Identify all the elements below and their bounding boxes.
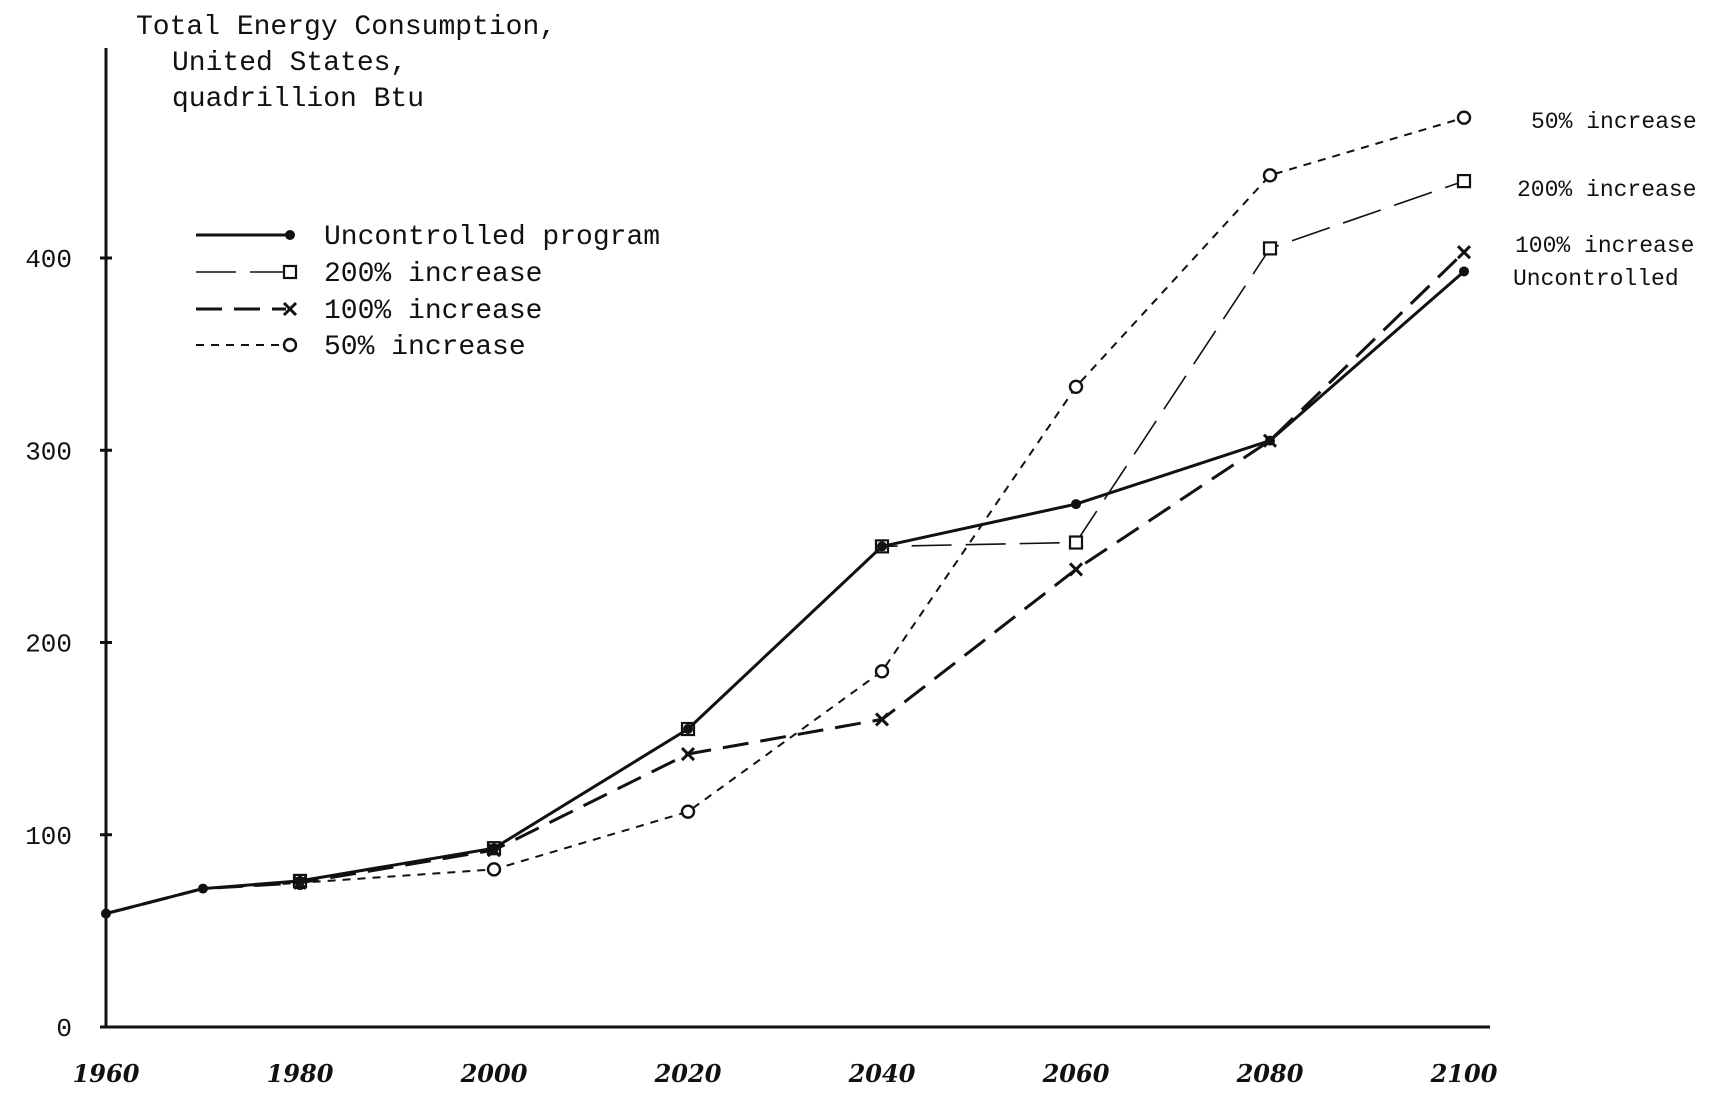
data-point	[1459, 266, 1469, 277]
x-marker-stroke	[874, 712, 890, 727]
legend-marker	[282, 337, 298, 353]
data-point	[680, 804, 696, 819]
x-tick-label: 1980	[267, 1059, 334, 1088]
x-marker-stroke	[1456, 245, 1472, 260]
end-label: Uncontrolled	[1513, 266, 1679, 292]
end-labels: 50% increase 200% increase 100% increase Un…	[1513, 109, 1697, 292]
chart-title-line-3: quadrillion Btu	[172, 84, 424, 115]
data-point	[1068, 379, 1084, 395]
y-tick-label: 0	[56, 1014, 72, 1044]
x-tick-label: 1960	[73, 1059, 140, 1088]
data-point	[486, 862, 502, 877]
series-4	[105, 110, 1472, 915]
data-point	[1071, 499, 1081, 510]
data-point	[198, 883, 208, 894]
data-point	[1456, 110, 1472, 125]
data-point	[680, 746, 696, 762]
y-tick-label: 100	[25, 822, 72, 852]
y-tick-label: 300	[25, 437, 72, 467]
data-point	[877, 541, 887, 552]
legend-marker	[285, 230, 295, 240]
data-point	[295, 875, 305, 886]
axes: 0 100 200 300 400 1960 1980 2000 2020 2040 2060 208…	[25, 48, 1498, 1088]
data-point	[1456, 245, 1472, 260]
data-point	[489, 843, 499, 854]
data-point	[1265, 435, 1275, 446]
data-point	[874, 712, 890, 727]
legend-label: Uncontrolled program	[324, 222, 660, 253]
legend-marker	[282, 264, 298, 280]
series-line	[105, 251, 1466, 916]
x-tick-label: 2020	[654, 1059, 722, 1088]
y-tick-label: 200	[25, 630, 72, 660]
series-2	[105, 174, 1472, 915]
series-line	[105, 270, 1465, 916]
chart-title: Total Energy Consumption, United States,…	[136, 12, 556, 115]
legend-label: 50% increase	[324, 332, 526, 363]
data-point	[1068, 562, 1084, 577]
legend-marker	[282, 301, 298, 317]
chart-title-line-1: Total Energy Consumption,	[136, 12, 556, 43]
end-label: 100% increase	[1515, 233, 1694, 259]
legend-label: 100% increase	[324, 296, 542, 327]
series-3	[105, 245, 1472, 916]
series-line	[105, 180, 1465, 915]
x-tick-label: 2080	[1236, 1059, 1304, 1088]
chart-title-line-2: United States,	[172, 48, 407, 79]
series-layer	[101, 110, 1472, 919]
data-point	[1456, 174, 1472, 189]
y-tick-label: 400	[25, 245, 72, 275]
x-marker-stroke	[1068, 562, 1084, 577]
x-tick-label: 2000	[460, 1059, 528, 1088]
data-point	[874, 664, 890, 679]
end-label: 50% increase	[1531, 109, 1697, 135]
x-marker-stroke	[282, 301, 298, 317]
data-point	[1262, 241, 1278, 256]
series-1	[101, 266, 1469, 919]
data-point	[683, 724, 693, 735]
x-tick-label: 2100	[1430, 1059, 1498, 1088]
data-point	[101, 908, 111, 919]
series-line	[105, 116, 1465, 915]
legend: Uncontrolled program 200% increase 100% in…	[196, 222, 660, 363]
x-tick-label: 2040	[848, 1059, 916, 1088]
end-label: 200% increase	[1517, 177, 1696, 203]
x-tick-label: 2060	[1042, 1059, 1110, 1088]
data-point	[1068, 535, 1084, 550]
x-marker-stroke	[680, 746, 696, 762]
legend-label: 200% increase	[324, 259, 542, 290]
data-point	[1262, 168, 1278, 183]
